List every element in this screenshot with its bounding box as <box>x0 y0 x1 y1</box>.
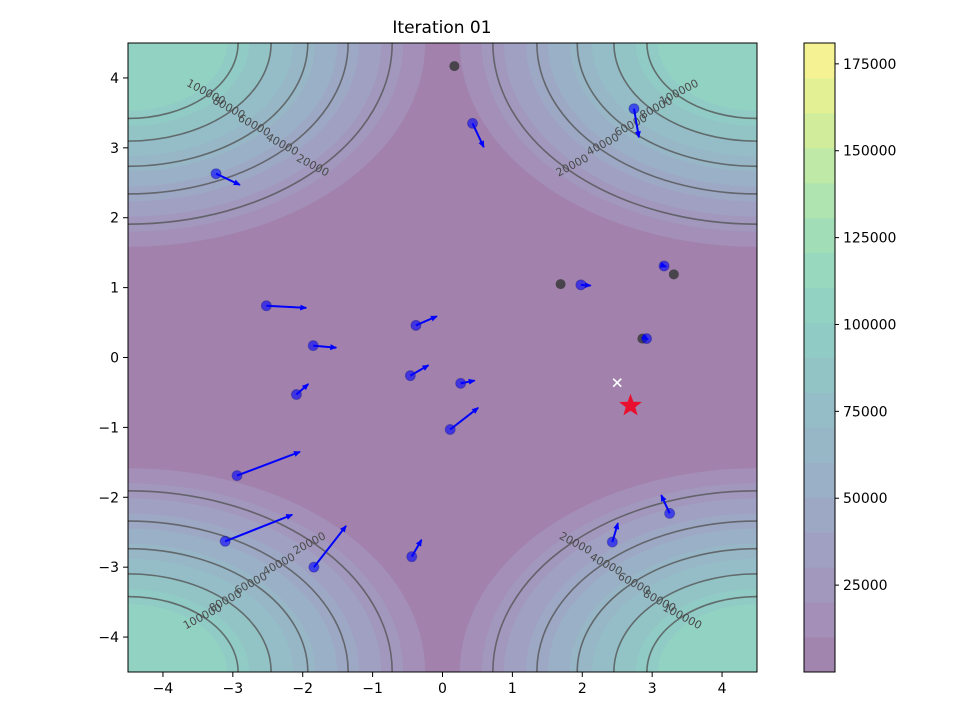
particle-point <box>260 300 272 312</box>
y-tick-label: 3 <box>110 141 119 157</box>
colorbar-band <box>804 357 835 393</box>
colorbar-band <box>804 182 835 219</box>
velocity-arrow <box>313 525 347 568</box>
x-tick-label: 3 <box>648 681 657 697</box>
colorbar-band <box>804 147 835 184</box>
colorbar-band <box>804 497 835 533</box>
colorbar-frame <box>803 42 836 673</box>
colorbar-band <box>804 602 835 638</box>
colorbar-band <box>804 392 835 428</box>
x-tick-label: −1 <box>362 681 383 697</box>
special-markers <box>612 378 642 416</box>
colorbar-band <box>804 637 835 673</box>
x-tick-label: −4 <box>153 681 174 697</box>
colorbar-tick-label: 100000 <box>843 317 896 333</box>
previous-position-point <box>449 61 460 72</box>
x-tick-label: 4 <box>718 681 727 697</box>
velocity-arrow <box>236 450 301 477</box>
y-tick-label: 2 <box>110 211 119 227</box>
y-tick-label: 0 <box>110 351 119 367</box>
contour-band <box>657 604 757 672</box>
particle-point <box>664 507 676 519</box>
particle-point <box>641 333 653 345</box>
contour-band <box>657 43 757 111</box>
colorbar-band <box>804 112 835 149</box>
particle-point <box>290 389 302 401</box>
y-axis: −4 −3 −2 −1 0 1 2 3 4 <box>98 71 128 646</box>
velocity-arrows <box>215 108 671 568</box>
optimum-x-marker <box>612 378 622 388</box>
colorbar-bands <box>804 43 835 673</box>
colorbar-tick-label: 50000 <box>843 491 888 507</box>
colorbar-ticks: 25000 50000 75000 100000 125000 150000 175000 <box>835 57 896 594</box>
particles <box>210 103 676 573</box>
colorbar-tick-label: 125000 <box>843 231 896 247</box>
best-position-star <box>619 393 642 416</box>
colorbar-band <box>804 287 835 324</box>
particle-point <box>658 260 670 272</box>
colorbar-band <box>804 567 835 603</box>
colorbar-tick-label: 175000 <box>843 57 896 73</box>
colorbar-band <box>804 427 835 463</box>
particle-point <box>628 103 640 115</box>
particle-point <box>231 470 243 482</box>
colorbar-band <box>804 322 835 358</box>
particle-point <box>410 319 422 331</box>
x-tick-label: 0 <box>438 681 447 697</box>
colorbar-band <box>804 462 835 498</box>
colorbar-band <box>804 77 835 114</box>
colorbar-band <box>804 43 835 79</box>
x-tick-label: 2 <box>578 681 587 697</box>
particle-point <box>467 117 479 129</box>
colorbar-band <box>804 252 835 289</box>
velocity-arrow <box>224 513 294 543</box>
particle-point <box>404 370 416 382</box>
colorbar-tick-label: 75000 <box>843 404 888 420</box>
y-tick-label: 4 <box>110 71 119 87</box>
previous-position-point <box>668 269 679 280</box>
velocity-arrow <box>449 407 479 431</box>
particle-point <box>307 340 319 352</box>
particle-point <box>455 377 467 389</box>
x-tick-label: −2 <box>292 681 313 697</box>
y-tick-label: −4 <box>98 630 119 646</box>
x-tick-label: 1 <box>508 681 517 697</box>
particle-point <box>606 536 618 548</box>
y-tick-label: −3 <box>98 560 119 576</box>
particle-point <box>575 279 587 291</box>
x-tick-label: −3 <box>223 681 244 697</box>
y-tick-label: −2 <box>98 490 119 506</box>
velocity-arrow <box>266 304 308 311</box>
particle-point <box>444 423 456 435</box>
colorbar-tick-label: 25000 <box>843 578 888 594</box>
y-tick-label: −1 <box>98 420 119 436</box>
x-axis: −4 −3 −2 −1 0 1 2 3 4 <box>153 672 727 697</box>
particle-point <box>219 535 231 547</box>
colorbar: 25000 50000 75000 100000 125000 150000 175000 <box>803 42 896 673</box>
particle-point <box>406 551 418 563</box>
previous-position-point <box>555 279 566 290</box>
contour-band <box>128 43 228 111</box>
colorbar-tick-label: 150000 <box>843 144 896 160</box>
particle-point <box>210 168 222 180</box>
colorbar-band <box>804 532 835 568</box>
chart-title: Iteration 01 <box>392 18 491 38</box>
colorbar-band <box>804 217 835 254</box>
contour-band <box>128 604 228 672</box>
y-tick-label: 1 <box>110 281 119 297</box>
particle-point <box>308 561 320 573</box>
